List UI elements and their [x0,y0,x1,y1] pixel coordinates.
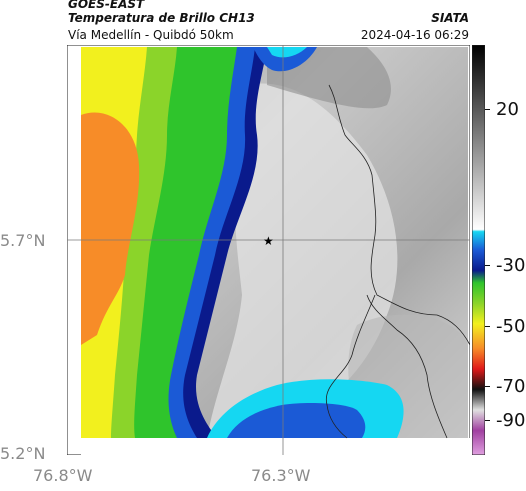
lat-label-1: 5.7°N [0,231,46,250]
colorbar-tick [485,420,490,421]
lon-label-1: 76.8°W [33,466,93,485]
department-border [328,84,470,346]
colorbar-label: -30 [496,255,526,276]
title-route: Vía Medellín - Quibdó 50km [68,28,234,42]
colorbar-label: 20 [496,99,519,120]
river-line [325,294,376,439]
cloud-field [81,47,468,438]
lon-label-2: 76.3°W [251,466,311,485]
lat-label-2: 5.2°N [0,444,46,463]
colorbar-label: -50 [496,316,526,337]
location-star-icon: ★ [263,234,274,248]
colorbar-label: -90 [496,410,526,431]
colorbar-tick [485,326,490,327]
no-data-strip [81,438,470,455]
brightness-temperature-map: ★ [67,45,470,455]
title-organization: SIATA [431,11,469,25]
title-timestamp: 2024-04-16 06:29 [360,28,469,42]
title-product: Temperatura de Brillo CH13 [68,11,255,25]
colorbar-tick [485,265,490,266]
colorbar-label: -70 [496,376,526,397]
road-line [366,294,448,439]
colorbar-tick [485,109,490,110]
colorbar-tick [485,386,490,387]
title-satellite: GOES-EAST [68,0,145,11]
temperature-colorbar [472,45,485,455]
